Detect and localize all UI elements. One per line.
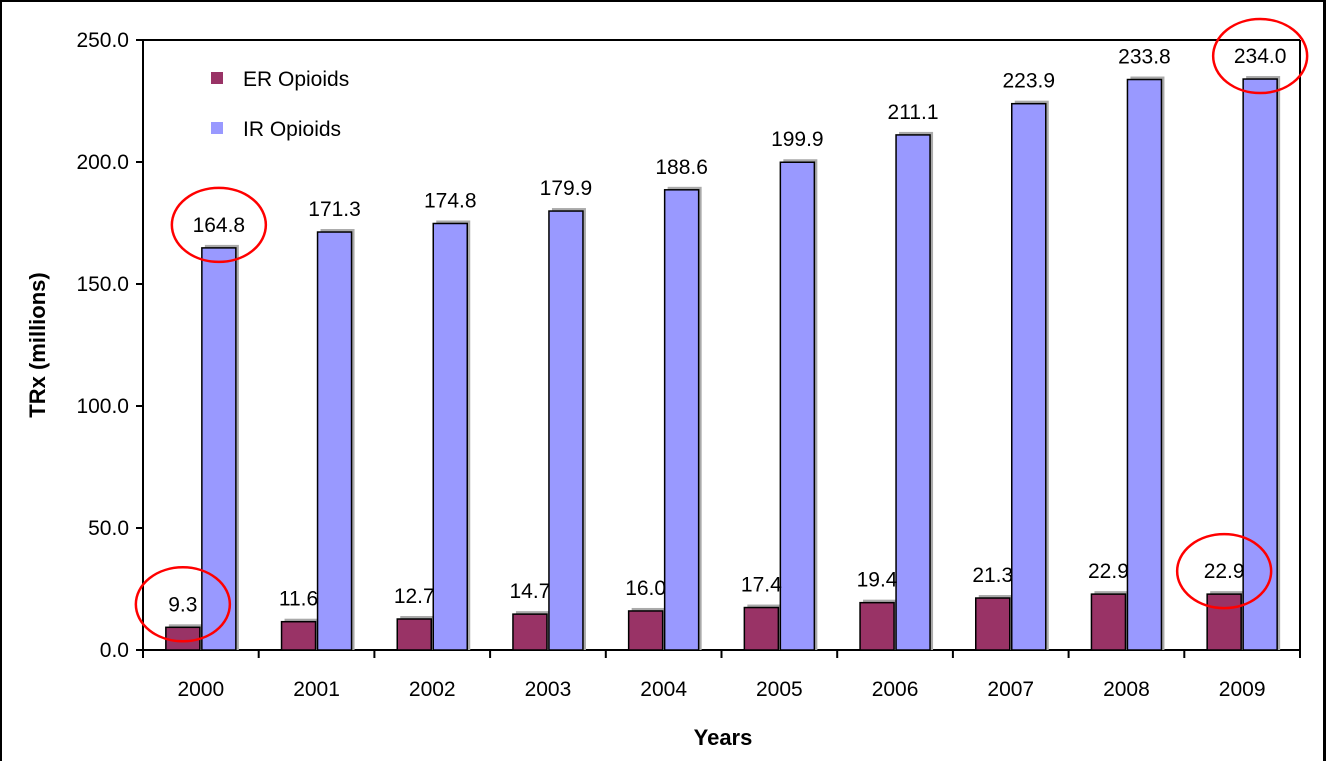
data-label-ir-opioids: 188.6	[655, 156, 708, 179]
data-label-ir-opioids: 211.1	[888, 101, 939, 124]
annotation-circles	[134, 17, 1309, 643]
annotation-circle	[1175, 532, 1273, 610]
annotation-circle	[170, 186, 268, 264]
x-axis-title: Years	[694, 725, 753, 750]
data-label-er-opioids: 16.0	[625, 577, 666, 600]
bar-ir-opioids	[663, 189, 700, 651]
bar-er-opioids	[165, 626, 201, 651]
annotation-circle	[134, 566, 232, 643]
bar-er-opioids	[396, 618, 432, 651]
data-label-er-opioids: 14.7	[510, 580, 551, 603]
x-tick-label: 2007	[987, 678, 1034, 701]
bar-ir-opioids	[1126, 78, 1163, 651]
x-tick-label: 2000	[177, 678, 224, 701]
data-label-ir-opioids: 234.0	[1234, 45, 1287, 68]
data-label-ir-opioids: 164.8	[193, 214, 246, 237]
legend-label-er-opioids: ER Opioids	[243, 68, 349, 91]
y-tick-label: 250.0	[76, 29, 129, 52]
legend-label-ir-opioids: IR Opioids	[243, 118, 341, 141]
bar-er-opioids	[1206, 593, 1242, 651]
bar-er-opioids	[975, 597, 1011, 651]
y-tick-label: 50.0	[88, 517, 129, 540]
data-label-ir-opioids: 199.9	[771, 128, 824, 151]
bar-ir-opioids	[779, 161, 816, 651]
bar-ir-opioids	[1011, 102, 1047, 651]
x-tick-label: 2008	[1103, 678, 1150, 701]
data-label-er-opioids: 12.7	[394, 585, 435, 608]
data-label-ir-opioids: 174.8	[424, 189, 477, 212]
data-label-er-opioids: 11.6	[279, 588, 318, 611]
x-tick-label: 2005	[756, 678, 803, 701]
x-tick-label: 2003	[525, 678, 572, 701]
x-tick-label: 2004	[640, 678, 687, 701]
data-labels: 9.3 11.6 12.7 14.7 16.0 17.4 19.4 21.3 22.9 22.9 1…	[168, 45, 1286, 616]
bars	[165, 76, 1281, 651]
y-tick-label: 150.0	[76, 273, 129, 296]
bar-er-opioids	[280, 620, 317, 651]
bar-ir-opioids	[548, 210, 584, 651]
y-tick-label: 0.0	[100, 639, 129, 662]
legend: ER Opioids IR Opioids	[211, 68, 349, 141]
bar-er-opioids	[627, 610, 664, 651]
data-label-er-opioids: 22.9	[1088, 560, 1129, 583]
x-axis-ticks: 2000 2001 2002 2003 2004 2005 2006 2007 2008 2009	[142, 650, 1301, 701]
data-label-ir-opioids: 223.9	[1002, 70, 1055, 93]
bar-er-opioids	[512, 613, 548, 651]
data-label-ir-opioids: 171.3	[308, 198, 361, 221]
x-tick-label: 2006	[872, 678, 919, 701]
data-label-ir-opioids: 233.8	[1118, 46, 1171, 69]
y-axis-title: TRx (millions)	[25, 272, 50, 417]
x-tick-label: 2002	[409, 678, 456, 701]
bar-ir-opioids	[1242, 78, 1278, 651]
data-label-ir-opioids: 179.9	[540, 177, 593, 200]
bar-ir-opioids	[201, 247, 237, 651]
bar-er-opioids	[859, 601, 895, 651]
bar-ir-opioids	[895, 134, 931, 651]
x-tick-label: 2001	[293, 678, 340, 701]
y-tick-label: 200.0	[76, 151, 129, 174]
y-tick-label: 100.0	[76, 395, 129, 418]
bar-ir-opioids	[316, 231, 353, 651]
y-axis-ticks: 0.0 50.0 100.0 150.0 200.0 250.0	[76, 29, 143, 662]
annotation-circle	[1211, 17, 1309, 95]
legend-swatch-ir-opioids	[211, 122, 223, 134]
bar-er-opioids	[1090, 593, 1127, 651]
data-label-er-opioids: 19.4	[857, 569, 898, 592]
data-label-er-opioids: 17.4	[741, 574, 782, 597]
bar-er-opioids	[743, 606, 780, 651]
x-tick-label: 2009	[1219, 678, 1266, 701]
bar-ir-opioids	[432, 222, 468, 651]
data-label-er-opioids: 9.3	[168, 593, 197, 616]
data-label-er-opioids: 22.9	[1204, 560, 1245, 583]
legend-swatch-er-opioids	[211, 72, 223, 84]
data-label-er-opioids: 21.3	[972, 564, 1013, 587]
